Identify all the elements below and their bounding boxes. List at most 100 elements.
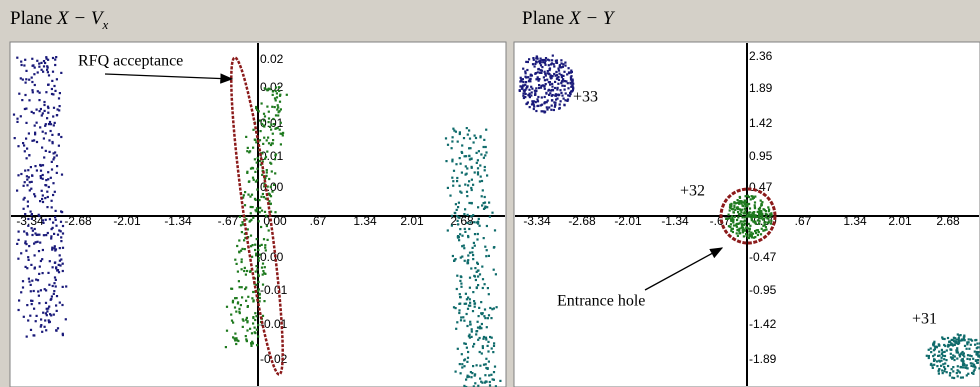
particle [469, 323, 472, 326]
particle [459, 279, 462, 282]
particle [732, 211, 735, 214]
particle [20, 60, 23, 63]
particle [544, 74, 547, 77]
particle [20, 172, 23, 176]
particle [256, 167, 259, 170]
particle [252, 178, 255, 181]
particle [265, 174, 268, 177]
particle [254, 243, 257, 246]
plot-content: -3.34 -2.68 -2.01 -1.34 -.67 0.00.67 1.34 2.01 2… [11, 43, 980, 387]
particle [729, 225, 732, 228]
particle [255, 210, 258, 213]
particle [490, 373, 493, 376]
particle [751, 211, 754, 214]
particle [564, 61, 567, 64]
particle [532, 107, 535, 111]
particle [945, 349, 948, 352]
particle [522, 92, 525, 95]
particle [748, 213, 751, 217]
particle [23, 181, 26, 184]
particle [263, 300, 266, 303]
particle [548, 59, 551, 62]
particle [21, 78, 24, 81]
particle [965, 347, 968, 350]
particle [255, 105, 258, 109]
particle [519, 76, 522, 79]
particle [480, 312, 483, 315]
particle [55, 154, 58, 157]
particle [273, 97, 277, 100]
particle [258, 211, 261, 214]
particle [736, 199, 739, 202]
particle [23, 150, 26, 153]
particle [948, 374, 951, 377]
particle [258, 244, 261, 247]
particle [44, 123, 47, 126]
particle [737, 216, 740, 219]
particle [535, 57, 538, 60]
particle [761, 212, 764, 215]
particle [569, 81, 572, 84]
particle [568, 94, 571, 98]
particle [38, 91, 41, 94]
particle [480, 195, 483, 198]
particle [481, 346, 484, 350]
particle [466, 376, 469, 379]
particle [46, 68, 49, 71]
particle [474, 136, 478, 140]
particle [522, 89, 526, 92]
particle [254, 318, 257, 322]
particle [750, 195, 753, 198]
particle [485, 128, 488, 131]
particle [559, 66, 562, 69]
particle [258, 300, 261, 303]
particle [528, 88, 531, 91]
particle [476, 173, 480, 176]
particle [481, 278, 485, 281]
y-tick-label: -0.47 [749, 250, 777, 264]
particle [38, 110, 41, 113]
particle [51, 133, 54, 136]
particle [240, 249, 243, 252]
particle [558, 107, 561, 110]
particle [39, 259, 42, 263]
particle [976, 342, 979, 345]
particle [48, 120, 52, 124]
particle [568, 72, 571, 75]
particle [268, 88, 271, 91]
particle [225, 305, 229, 308]
particle [460, 285, 463, 288]
particle [244, 335, 247, 338]
particle [27, 169, 30, 172]
particle [483, 315, 486, 318]
particle [966, 341, 969, 344]
particle [468, 286, 471, 289]
particle [461, 255, 464, 258]
particle [567, 87, 570, 90]
particle [257, 323, 260, 327]
particle [240, 286, 243, 289]
particle [467, 335, 470, 338]
particle [452, 127, 455, 130]
particle [246, 329, 249, 332]
particle [259, 130, 262, 133]
particle [743, 223, 746, 226]
particle [492, 268, 495, 271]
particle [569, 78, 573, 81]
particle [932, 342, 935, 345]
particle [536, 76, 539, 79]
particle [556, 93, 560, 96]
particle [58, 92, 61, 95]
particle [729, 218, 733, 221]
particle [461, 366, 464, 369]
particle [743, 228, 746, 231]
particle [563, 104, 566, 107]
particle [30, 110, 33, 113]
particle [31, 299, 34, 302]
particle [61, 211, 64, 214]
particle [258, 199, 261, 202]
particle [550, 108, 553, 111]
particle [525, 102, 529, 105]
particle [58, 301, 61, 304]
particle [549, 63, 553, 66]
